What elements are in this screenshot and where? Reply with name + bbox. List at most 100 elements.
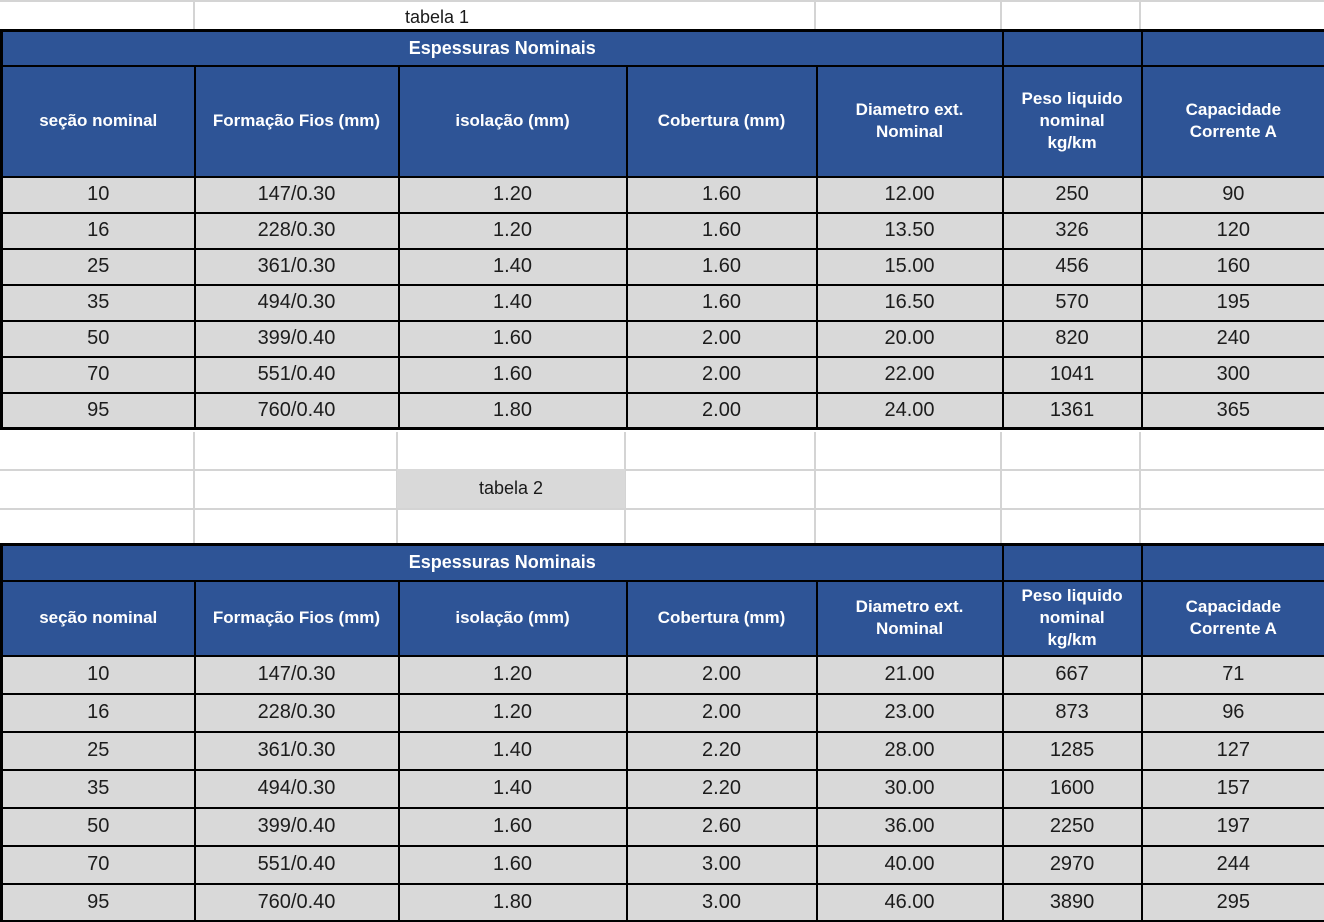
data-cell[interactable]: 2.00 <box>625 355 818 394</box>
data-cell[interactable]: 35 <box>0 283 196 322</box>
data-cell[interactable]: 157 <box>1140 768 1324 809</box>
data-cell[interactable]: 70 <box>0 844 196 885</box>
data-cell[interactable]: 160 <box>1140 247 1324 286</box>
data-cell[interactable]: 16 <box>0 692 196 733</box>
column-header-diametro-ext[interactable]: Diametro ext. Nominal <box>815 64 1004 178</box>
data-cell[interactable]: 240 <box>1140 319 1324 358</box>
data-cell[interactable]: 2.60 <box>625 806 818 847</box>
data-cell[interactable]: 1.40 <box>397 730 628 771</box>
data-cell[interactable]: 1.20 <box>397 175 628 214</box>
data-cell[interactable]: 551/0.40 <box>193 844 400 885</box>
data-cell[interactable]: 21.00 <box>815 654 1004 695</box>
data-cell[interactable]: 228/0.30 <box>193 211 400 250</box>
data-cell[interactable]: 2.00 <box>625 692 818 733</box>
column-header-secao-nominal[interactable]: seção nominal <box>0 64 196 178</box>
data-cell[interactable]: 70 <box>0 355 196 394</box>
data-cell[interactable]: 1.60 <box>625 211 818 250</box>
column-header-cobertura[interactable]: Cobertura (mm) <box>625 579 818 657</box>
data-cell[interactable]: 2.20 <box>625 730 818 771</box>
data-cell[interactable]: 50 <box>0 806 196 847</box>
data-cell[interactable]: 361/0.30 <box>193 247 400 286</box>
data-cell[interactable]: 1.60 <box>625 175 818 214</box>
data-cell[interactable]: 300 <box>1140 355 1324 394</box>
data-cell[interactable]: 40.00 <box>815 844 1004 885</box>
data-cell[interactable]: 127 <box>1140 730 1324 771</box>
data-cell[interactable]: 760/0.40 <box>193 882 400 922</box>
data-cell[interactable]: 16 <box>0 211 196 250</box>
data-cell[interactable]: 1.60 <box>397 806 628 847</box>
data-cell[interactable]: 399/0.40 <box>193 319 400 358</box>
column-header-secao-nominal[interactable]: seção nominal <box>0 579 196 657</box>
column-header-formacao-fios[interactable]: Formação Fios (mm) <box>193 64 400 178</box>
column-header-capacidade-corrente[interactable]: Capacidade Corrente A <box>1140 64 1324 178</box>
data-cell[interactable]: 244 <box>1140 844 1324 885</box>
data-cell[interactable]: 295 <box>1140 882 1324 922</box>
data-cell[interactable]: 326 <box>1001 211 1143 250</box>
data-cell[interactable]: 2250 <box>1001 806 1143 847</box>
data-cell[interactable]: 12.00 <box>815 175 1004 214</box>
data-cell[interactable]: 494/0.30 <box>193 768 400 809</box>
table2-band-empty-cell[interactable] <box>1001 543 1143 582</box>
table1-band-empty-cell[interactable] <box>1140 29 1324 67</box>
data-cell[interactable]: 2.00 <box>625 654 818 695</box>
data-cell[interactable]: 36.00 <box>815 806 1004 847</box>
data-cell[interactable]: 1.20 <box>397 692 628 733</box>
data-cell[interactable]: 3890 <box>1001 882 1143 922</box>
data-cell[interactable]: 456 <box>1001 247 1143 286</box>
data-cell[interactable]: 22.00 <box>815 355 1004 394</box>
data-cell[interactable]: 2.00 <box>625 319 818 358</box>
data-cell[interactable]: 1.80 <box>397 882 628 922</box>
data-cell[interactable]: 228/0.30 <box>193 692 400 733</box>
data-cell[interactable]: 195 <box>1140 283 1324 322</box>
data-cell[interactable]: 3.00 <box>625 882 818 922</box>
data-cell[interactable]: 35 <box>0 768 196 809</box>
data-cell[interactable]: 30.00 <box>815 768 1004 809</box>
data-cell[interactable]: 760/0.40 <box>193 391 400 430</box>
data-cell[interactable]: 820 <box>1001 319 1143 358</box>
data-cell[interactable]: 96 <box>1140 692 1324 733</box>
data-cell[interactable]: 20.00 <box>815 319 1004 358</box>
data-cell[interactable]: 2.00 <box>625 391 818 430</box>
data-cell[interactable]: 95 <box>0 882 196 922</box>
data-cell[interactable]: 1.40 <box>397 768 628 809</box>
data-cell[interactable]: 667 <box>1001 654 1143 695</box>
data-cell[interactable]: 1.60 <box>625 283 818 322</box>
data-cell[interactable]: 1.40 <box>397 247 628 286</box>
table2-label-cell[interactable]: tabela 2 <box>397 469 625 508</box>
data-cell[interactable]: 1.60 <box>625 247 818 286</box>
data-cell[interactable]: 120 <box>1140 211 1324 250</box>
table1-band-title[interactable]: Espessuras Nominais <box>0 29 1004 67</box>
table2-band-title[interactable]: Espessuras Nominais <box>0 543 1004 582</box>
data-cell[interactable]: 1.40 <box>397 283 628 322</box>
column-header-diametro-ext[interactable]: Diametro ext. Nominal <box>815 579 1004 657</box>
data-cell[interactable]: 23.00 <box>815 692 1004 733</box>
data-cell[interactable]: 1.20 <box>397 211 628 250</box>
data-cell[interactable]: 28.00 <box>815 730 1004 771</box>
data-cell[interactable]: 2970 <box>1001 844 1143 885</box>
data-cell[interactable]: 1361 <box>1001 391 1143 430</box>
data-cell[interactable]: 399/0.40 <box>193 806 400 847</box>
data-cell[interactable]: 50 <box>0 319 196 358</box>
data-cell[interactable]: 570 <box>1001 283 1143 322</box>
table1-label-cell[interactable]: tabela 1 <box>405 7 470 27</box>
data-cell[interactable]: 1.20 <box>397 654 628 695</box>
data-cell[interactable]: 1.60 <box>397 844 628 885</box>
data-cell[interactable]: 147/0.30 <box>193 654 400 695</box>
data-cell[interactable]: 250 <box>1001 175 1143 214</box>
data-cell[interactable]: 25 <box>0 247 196 286</box>
column-header-cobertura[interactable]: Cobertura (mm) <box>625 64 818 178</box>
data-cell[interactable]: 16.50 <box>815 283 1004 322</box>
column-header-formacao-fios[interactable]: Formação Fios (mm) <box>193 579 400 657</box>
data-cell[interactable]: 15.00 <box>815 247 1004 286</box>
column-header-isolacao[interactable]: isolação (mm) <box>397 64 628 178</box>
column-header-capacidade-corrente[interactable]: Capacidade Corrente A <box>1140 579 1324 657</box>
data-cell[interactable]: 1.60 <box>397 355 628 394</box>
data-cell[interactable]: 551/0.40 <box>193 355 400 394</box>
data-cell[interactable]: 1285 <box>1001 730 1143 771</box>
data-cell[interactable]: 197 <box>1140 806 1324 847</box>
data-cell[interactable]: 1.80 <box>397 391 628 430</box>
table2-band-empty-cell[interactable] <box>1140 543 1324 582</box>
data-cell[interactable]: 46.00 <box>815 882 1004 922</box>
data-cell[interactable]: 3.00 <box>625 844 818 885</box>
column-header-isolacao[interactable]: isolação (mm) <box>397 579 628 657</box>
